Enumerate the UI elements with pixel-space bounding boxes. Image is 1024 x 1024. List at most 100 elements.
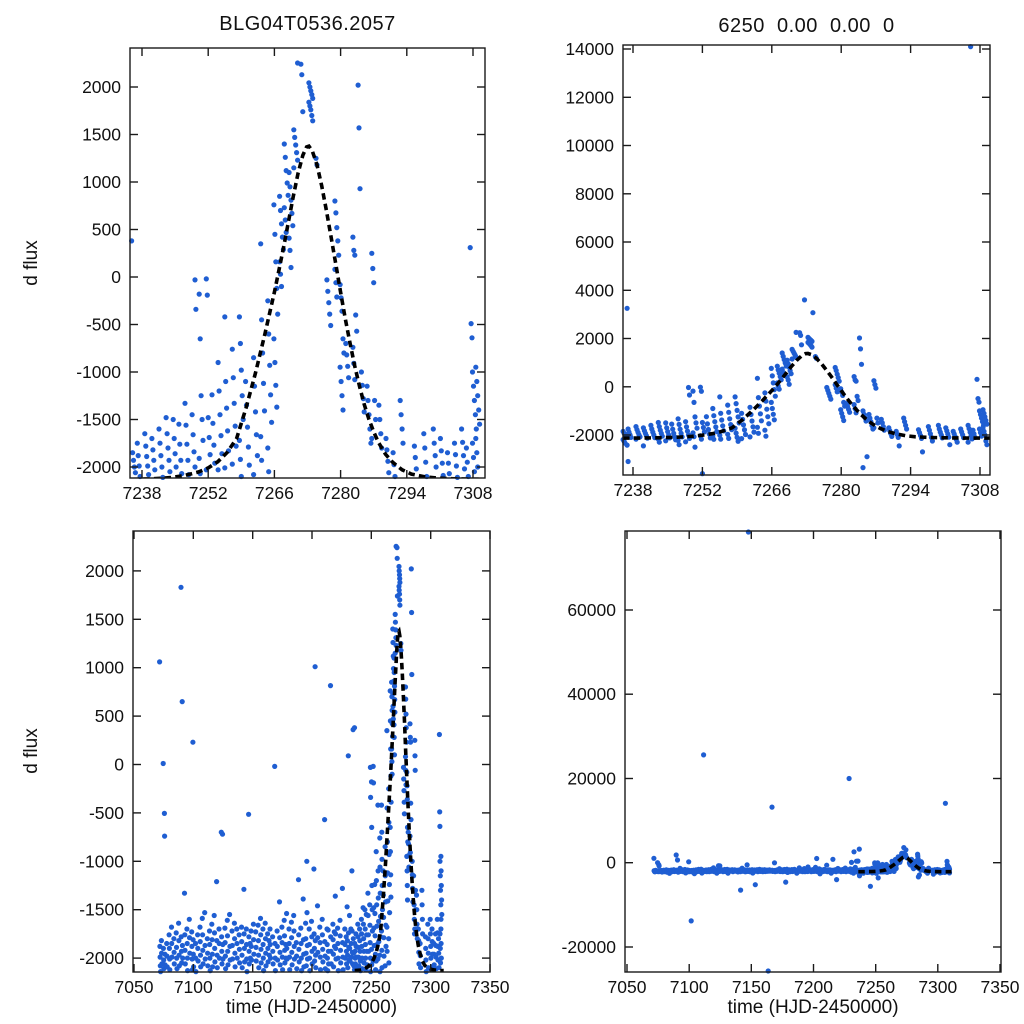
data-point bbox=[259, 317, 265, 323]
data-point bbox=[452, 452, 459, 458]
data-point bbox=[375, 895, 381, 901]
data-point bbox=[407, 734, 413, 741]
data-point bbox=[766, 421, 772, 427]
data-point bbox=[210, 420, 216, 426]
data-point bbox=[246, 811, 252, 817]
data-point bbox=[669, 421, 675, 427]
data-point bbox=[344, 938, 350, 944]
data-point bbox=[404, 882, 410, 889]
data-point bbox=[856, 873, 863, 879]
data-point bbox=[786, 381, 792, 387]
data-point bbox=[251, 937, 257, 943]
data-point bbox=[265, 445, 271, 451]
data-point bbox=[216, 926, 222, 932]
data-point bbox=[339, 885, 345, 892]
data-point bbox=[273, 382, 279, 388]
data-point bbox=[180, 955, 186, 961]
data-point bbox=[384, 728, 390, 734]
data-point bbox=[919, 860, 925, 866]
data-point bbox=[310, 95, 316, 101]
data-point bbox=[375, 802, 381, 808]
panel-bottom-left: 7050 7100 7150 7200 7250 7300 7350 2000 1500 1000… bbox=[79, 530, 510, 997]
data-point bbox=[385, 458, 391, 464]
data-point bbox=[306, 941, 312, 948]
data-point bbox=[189, 929, 195, 935]
data-point bbox=[984, 442, 990, 448]
data-point bbox=[472, 412, 478, 418]
data-point bbox=[754, 424, 761, 430]
data-point bbox=[733, 401, 739, 407]
data-point bbox=[196, 291, 202, 297]
data-point bbox=[377, 835, 383, 841]
data-point bbox=[855, 397, 861, 404]
y-tick-label: 0 bbox=[114, 755, 124, 775]
data-point bbox=[168, 924, 175, 930]
data-point bbox=[355, 82, 361, 88]
data-point bbox=[725, 402, 731, 408]
data-point bbox=[169, 940, 175, 947]
data-point bbox=[874, 415, 880, 421]
data-point bbox=[176, 938, 182, 944]
data-point bbox=[771, 417, 777, 423]
y-tick-label: 12000 bbox=[565, 87, 614, 107]
data-point bbox=[157, 440, 163, 446]
data-point bbox=[173, 930, 179, 936]
data-point bbox=[304, 858, 310, 864]
data-point bbox=[238, 367, 244, 373]
data-point bbox=[284, 945, 290, 952]
data-point bbox=[474, 378, 480, 385]
data-point bbox=[349, 928, 355, 934]
data-point bbox=[655, 419, 661, 426]
data-point bbox=[384, 447, 390, 453]
y-tick-label: 0 bbox=[604, 377, 614, 397]
data-point bbox=[337, 364, 343, 370]
data-point bbox=[853, 378, 859, 384]
data-point bbox=[624, 442, 630, 448]
data-point bbox=[335, 955, 341, 961]
data-point bbox=[165, 445, 171, 451]
data-point bbox=[369, 250, 375, 256]
data-point bbox=[387, 849, 393, 855]
data-point bbox=[193, 306, 199, 312]
data-point bbox=[430, 426, 436, 432]
data-point bbox=[271, 336, 277, 342]
y-tick-label: 10000 bbox=[565, 136, 614, 156]
data-point bbox=[352, 252, 358, 258]
data-point bbox=[401, 788, 407, 794]
data-point bbox=[243, 378, 249, 385]
y-tick-label: 60000 bbox=[567, 600, 616, 620]
data-point bbox=[974, 376, 980, 382]
data-point bbox=[150, 447, 156, 453]
y-tick-label: 2000 bbox=[82, 77, 121, 97]
data-point bbox=[344, 352, 350, 358]
y-tick-label: 20000 bbox=[567, 769, 616, 789]
data-point bbox=[382, 844, 388, 850]
data-point bbox=[368, 946, 375, 952]
data-point bbox=[258, 241, 264, 247]
data-point bbox=[788, 371, 794, 377]
data-point bbox=[303, 936, 309, 942]
data-point bbox=[733, 430, 739, 436]
data-point bbox=[143, 443, 149, 449]
data-point bbox=[172, 451, 178, 457]
y-tick-label: 1500 bbox=[82, 125, 121, 145]
data-point bbox=[437, 873, 443, 879]
data-point bbox=[893, 865, 899, 872]
data-point bbox=[248, 957, 255, 963]
x-tick-label: 7250 bbox=[352, 977, 391, 997]
data-point bbox=[409, 609, 415, 616]
data-point bbox=[272, 231, 278, 237]
data-point bbox=[954, 439, 960, 445]
data-point bbox=[237, 456, 243, 462]
data-point bbox=[239, 939, 245, 945]
data-point bbox=[437, 960, 444, 966]
data-point bbox=[438, 448, 444, 454]
data-point bbox=[225, 962, 231, 968]
data-point bbox=[145, 463, 151, 469]
data-point bbox=[734, 407, 740, 413]
data-point bbox=[385, 898, 391, 904]
x-tick-label: 7238 bbox=[123, 483, 162, 503]
data-point bbox=[686, 392, 693, 398]
data-point bbox=[176, 421, 182, 427]
data-point bbox=[412, 753, 418, 759]
